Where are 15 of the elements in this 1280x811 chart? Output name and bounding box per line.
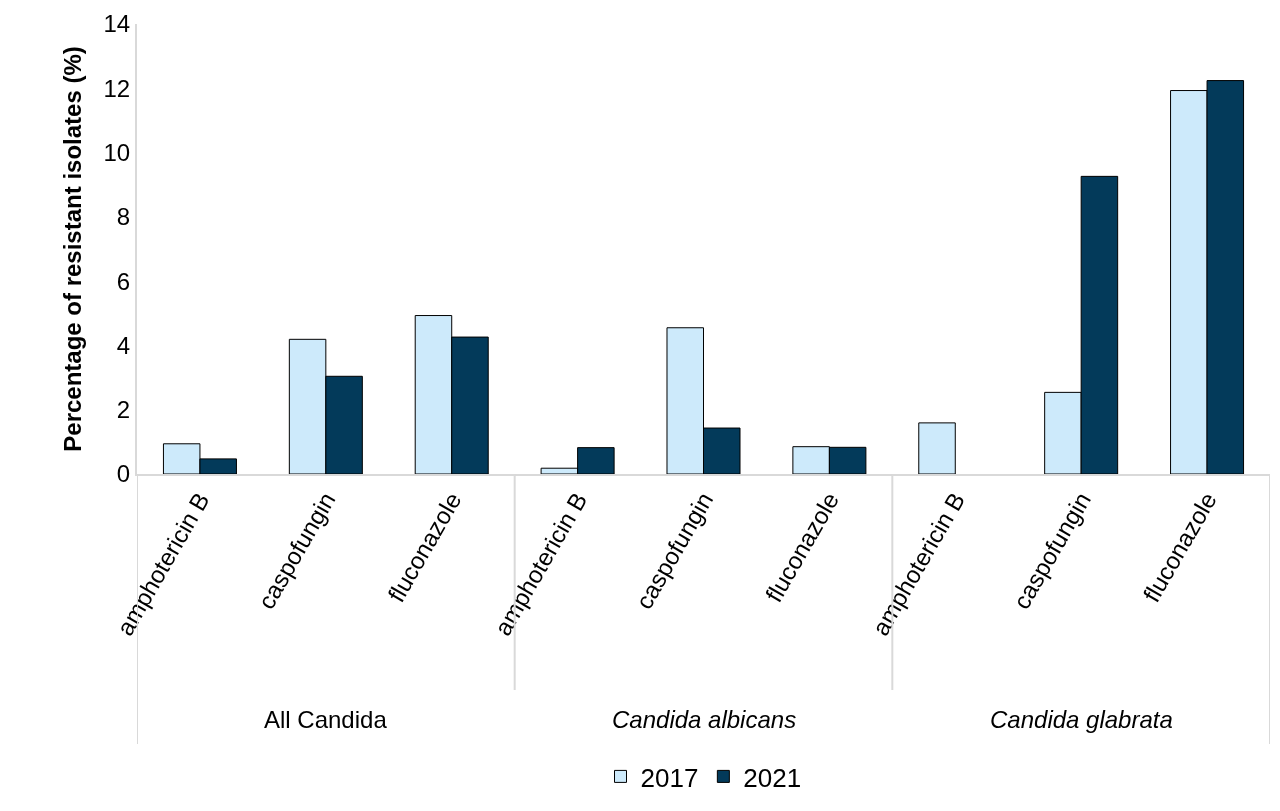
y-tick-label: 0 <box>116 460 131 488</box>
y-tick-label: 8 <box>116 203 131 231</box>
y-tick-label: 12 <box>103 74 131 102</box>
text: All Candida <box>264 706 388 733</box>
y-axis-title: Percentage of resistant isolates (%) <box>59 46 87 452</box>
y-tick-label: 4 <box>116 331 131 359</box>
y-tick-label: 2 <box>116 396 131 424</box>
y-tick-label: 14 <box>103 10 131 38</box>
legend-label: 2017 <box>640 762 699 793</box>
legend-label: 2021 <box>743 762 802 793</box>
y-tick-label: 6 <box>116 267 131 295</box>
text: Candida albicans <box>612 706 797 733</box>
bar <box>918 422 956 474</box>
text: Candida glabrata <box>990 706 1173 733</box>
y-tick-label: 10 <box>103 138 131 166</box>
